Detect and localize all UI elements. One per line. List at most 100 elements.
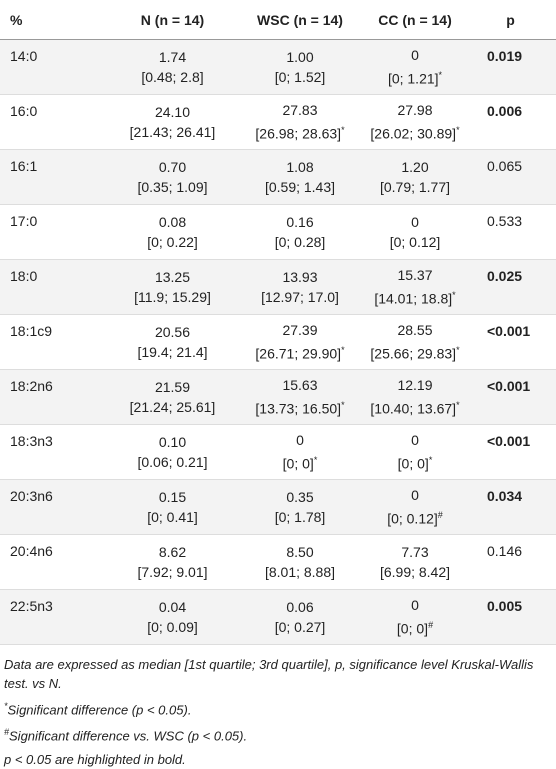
value-cell: 12.19 [10.40; 13.67]*	[365, 369, 465, 425]
median: 27.39	[282, 322, 318, 339]
median: 1.74	[158, 49, 187, 65]
median: 21.59	[154, 379, 191, 395]
range-text: [10.40; 13.67]	[370, 400, 457, 417]
median: 20.56	[154, 324, 191, 340]
significance-marker: *	[456, 345, 460, 356]
range-text: [0; 0]	[282, 455, 314, 472]
table-row: 20:4n6 8.62 [7.92; 9.01] 8.50 [8.01; 8.88] 7.…	[0, 534, 556, 590]
quartile-range: [0; 1.78]	[236, 507, 364, 527]
range-text: [21.43; 26.41]	[129, 124, 216, 140]
value-cell: 0.15 [0; 0.41]	[110, 479, 235, 535]
row-label: 18:3n3	[0, 424, 110, 480]
value-cell: 0.10 [0.06; 0.21]	[110, 424, 235, 480]
quartile-range: [0; 0.22]	[111, 232, 234, 252]
row-label: 18:1c9	[0, 314, 110, 370]
value-cell: 0 [0; 0.12]#	[365, 479, 465, 535]
range-text: [0; 1.52]	[274, 69, 326, 85]
median: 0.70	[158, 159, 187, 175]
median: 0	[411, 597, 419, 614]
value-cell: 0 [0; 0]*	[235, 424, 365, 480]
quartile-range: [0; 0.41]	[111, 507, 234, 527]
value-cell: 27.83 [26.98; 28.63]*	[235, 94, 365, 150]
significance-marker: *	[452, 290, 456, 301]
table-row: 14:0 1.74 [0.48; 2.8] 1.00 [0; 1.52] 0 [0; 1.2…	[0, 39, 556, 95]
range-text: [0; 0.27]	[274, 619, 326, 635]
value-cell: 1.00 [0; 1.52]	[235, 39, 365, 95]
value-cell: 0 [0; 0]#	[365, 589, 465, 645]
significance-marker: #	[428, 620, 434, 631]
range-text: [8.01; 8.88]	[264, 564, 336, 580]
median: 1.08	[286, 159, 314, 175]
p-value: <0.001	[465, 314, 556, 370]
value-cell: 20.56 [19.4; 21.4]	[110, 314, 235, 370]
table-row: 16:0 24.10 [21.43; 26.41] 27.83 [26.98; 28.6…	[0, 94, 556, 150]
value-cell: 0.16 [0; 0.28]	[235, 204, 365, 260]
header-cell: WSC (n = 14)	[235, 0, 365, 40]
table-row: 16:1 0.70 [0.35; 1.09] 1.08 [0.59; 1.43] 1.20…	[0, 149, 556, 205]
quartile-range: [26.71; 29.90]*	[236, 340, 364, 364]
quartile-range: [21.43; 26.41]	[111, 122, 234, 142]
table-row: 18:3n3 0.10 [0.06; 0.21] 0 [0; 0]* 0 [0; 0]* <0…	[0, 424, 556, 480]
row-label: 16:0	[0, 94, 110, 150]
median: 28.55	[397, 322, 433, 339]
quartile-range: [0; 0.27]	[236, 617, 364, 637]
p-value: 0.533	[465, 204, 556, 260]
value-cell: 13.25 [11.9; 15.29]	[110, 259, 235, 315]
value-cell: 8.50 [8.01; 8.88]	[235, 534, 365, 590]
header-cell: p	[465, 0, 556, 40]
row-label: 22:5n3	[0, 589, 110, 645]
quartile-range: [0; 1.52]	[236, 67, 364, 87]
value-cell: 15.37 [14.01; 18.8]*	[365, 259, 465, 315]
median: 15.37	[397, 267, 433, 284]
range-text: [12.97; 17.0]	[261, 289, 339, 305]
median: 0	[411, 487, 419, 504]
quartile-range: [13.73; 16.50]*	[236, 395, 364, 419]
range-text: [0.59; 1.43]	[264, 179, 336, 195]
quartile-range: [21.24; 25.61]	[111, 397, 234, 417]
footnote-text: p < 0.05 are highlighted in bold.	[4, 751, 186, 767]
range-text: [0.48; 2.8]	[141, 69, 204, 85]
value-cell: 1.20 [0.79; 1.77]	[365, 149, 465, 205]
value-cell: 7.73 [6.99; 8.42]	[365, 534, 465, 590]
table-row: 22:5n3 0.04 [0; 0.09] 0.06 [0; 0.27] 0 [0; 0]#…	[0, 589, 556, 645]
median: 8.50	[286, 544, 314, 560]
header-cell: N (n = 14)	[110, 0, 235, 40]
range-text: [0; 1.21]	[387, 70, 439, 87]
median: 1.20	[401, 159, 429, 175]
range-text: [0; 0.12]	[387, 510, 438, 527]
median: 0.06	[286, 599, 314, 615]
range-text: [26.02; 30.89]	[370, 125, 457, 142]
median: 0.04	[158, 599, 187, 615]
data-table: % N (n = 14) WSC (n = 14) CC (n = 14) p 14:0…	[0, 0, 556, 645]
value-cell: 0 [0; 0]*	[365, 424, 465, 480]
median: 13.25	[154, 269, 191, 285]
row-label: 17:0	[0, 204, 110, 260]
quartile-range: [6.99; 8.42]	[366, 562, 464, 582]
quartile-range: [11.9; 15.29]	[111, 287, 234, 307]
quartile-range: [26.98; 28.63]*	[236, 120, 364, 144]
quartile-range: [0.59; 1.43]	[236, 177, 364, 197]
range-text: [0.79; 1.77]	[379, 179, 451, 195]
significance-marker: *	[456, 400, 460, 411]
value-cell: 27.39 [26.71; 29.90]*	[235, 314, 365, 370]
quartile-range: [0; 0]*	[366, 450, 464, 474]
median: 0	[411, 47, 419, 64]
table-row: 20:3n6 0.15 [0; 0.41] 0.35 [0; 1.78] 0 [0; 0.1…	[0, 479, 556, 535]
range-text: [0; 0.41]	[147, 509, 198, 525]
quartile-range: [0; 0]#	[366, 615, 464, 639]
quartile-range: [10.40; 13.67]*	[366, 395, 464, 419]
row-label: 18:2n6	[0, 369, 110, 425]
quartile-range: [0; 0]*	[236, 450, 364, 474]
significance-marker: *	[341, 400, 345, 411]
table-body: 14:0 1.74 [0.48; 2.8] 1.00 [0; 1.52] 0 [0; 1.2…	[0, 39, 556, 645]
range-text: [0; 0.28]	[274, 234, 326, 250]
median: 0.15	[158, 489, 187, 505]
significance-marker: *	[456, 125, 460, 136]
median: 27.98	[397, 102, 433, 119]
median: 24.10	[154, 104, 191, 120]
median: 0.10	[158, 434, 187, 450]
value-cell: 13.93 [12.97; 17.0]	[235, 259, 365, 315]
row-label: 20:3n6	[0, 479, 110, 535]
range-text: [0; 0.09]	[147, 619, 198, 635]
significance-marker: *	[313, 455, 318, 466]
